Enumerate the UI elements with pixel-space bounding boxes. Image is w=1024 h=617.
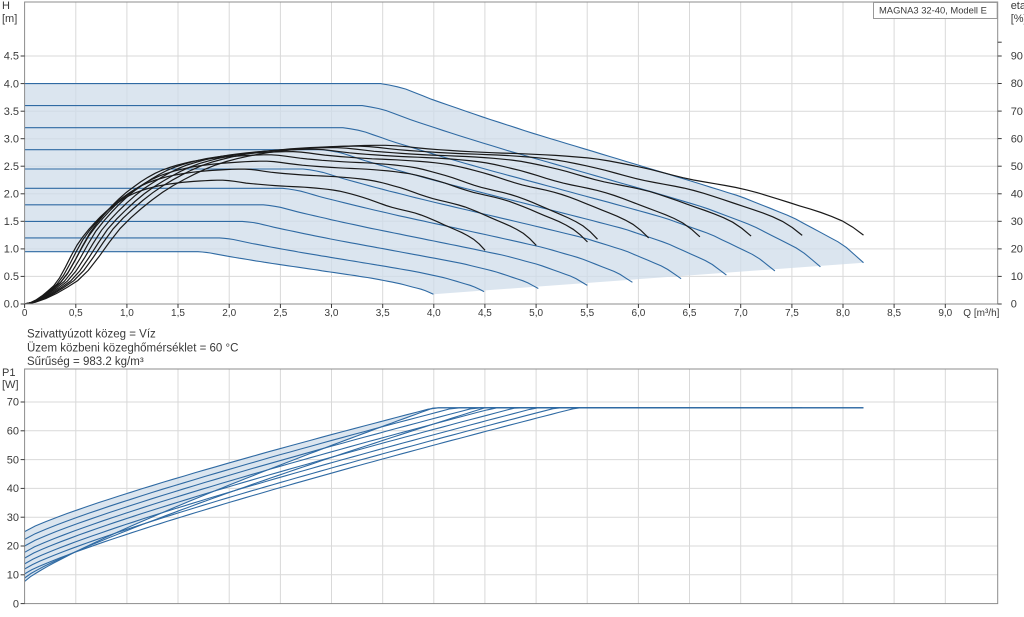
svg-text:4.5: 4.5 [4,51,19,63]
svg-text:[W]: [W] [2,379,19,391]
svg-text:40: 40 [1011,189,1023,201]
svg-text:60: 60 [7,426,19,438]
svg-text:[m]: [m] [2,13,17,25]
svg-text:1,5: 1,5 [171,308,185,319]
svg-text:Szivattyúzott közeg = Víz: Szivattyúzott közeg = Víz [27,329,156,341]
svg-text:3.0: 3.0 [4,133,19,145]
svg-text:20: 20 [1011,244,1023,256]
svg-text:1.5: 1.5 [4,216,19,228]
svg-text:70: 70 [7,397,19,409]
svg-text:60: 60 [1011,133,1023,145]
svg-text:8,0: 8,0 [836,308,850,319]
svg-text:7,0: 7,0 [734,308,748,319]
svg-text:10: 10 [1011,271,1023,283]
svg-text:2,0: 2,0 [222,308,236,319]
svg-text:0.5: 0.5 [4,271,19,283]
svg-text:Sűrűség = 983.2 kg/m³: Sűrűség = 983.2 kg/m³ [27,356,144,368]
svg-text:4,5: 4,5 [478,308,492,319]
svg-text:0,5: 0,5 [69,308,83,319]
svg-text:4.0: 4.0 [4,78,19,90]
svg-text:1,0: 1,0 [120,308,134,319]
svg-text:3.5: 3.5 [4,106,19,118]
svg-text:0: 0 [13,598,19,610]
svg-text:10: 10 [7,570,19,582]
svg-text:50: 50 [1011,161,1023,173]
svg-text:3,0: 3,0 [325,308,339,319]
svg-text:5,0: 5,0 [529,308,543,319]
svg-text:[%]: [%] [1011,13,1024,25]
svg-text:2,5: 2,5 [273,308,287,319]
svg-text:H: H [2,0,10,12]
svg-text:1.0: 1.0 [4,244,19,256]
svg-text:6,5: 6,5 [683,308,697,319]
svg-text:2.5: 2.5 [4,161,19,173]
svg-text:MAGNA3 32-40, Modell E: MAGNA3 32-40, Modell E [879,5,987,16]
svg-text:20: 20 [7,541,19,553]
svg-text:P1: P1 [2,367,15,379]
svg-text:6,0: 6,0 [631,308,645,319]
svg-text:90: 90 [1011,51,1023,63]
svg-text:30: 30 [7,512,19,524]
svg-text:40: 40 [7,483,19,495]
svg-text:3,5: 3,5 [376,308,390,319]
svg-text:80: 80 [1011,78,1023,90]
svg-text:Üzem közbeni közeghőmérséklet: Üzem közbeni közeghőmérséklet = 60 °C [27,342,238,354]
svg-text:2.0: 2.0 [4,189,19,201]
svg-text:70: 70 [1011,106,1023,118]
svg-text:30: 30 [1011,216,1023,228]
svg-text:0: 0 [22,308,28,319]
svg-text:8,5: 8,5 [887,308,901,319]
svg-text:4,0: 4,0 [427,308,441,319]
svg-text:0: 0 [1011,299,1017,311]
svg-text:50: 50 [7,454,19,466]
svg-text:Q [m³/h]: Q [m³/h] [963,308,999,319]
svg-text:5,5: 5,5 [580,308,594,319]
svg-text:eta: eta [1011,0,1024,12]
svg-text:0.0: 0.0 [4,299,19,311]
svg-text:7,5: 7,5 [785,308,799,319]
svg-text:9,0: 9,0 [938,308,952,319]
